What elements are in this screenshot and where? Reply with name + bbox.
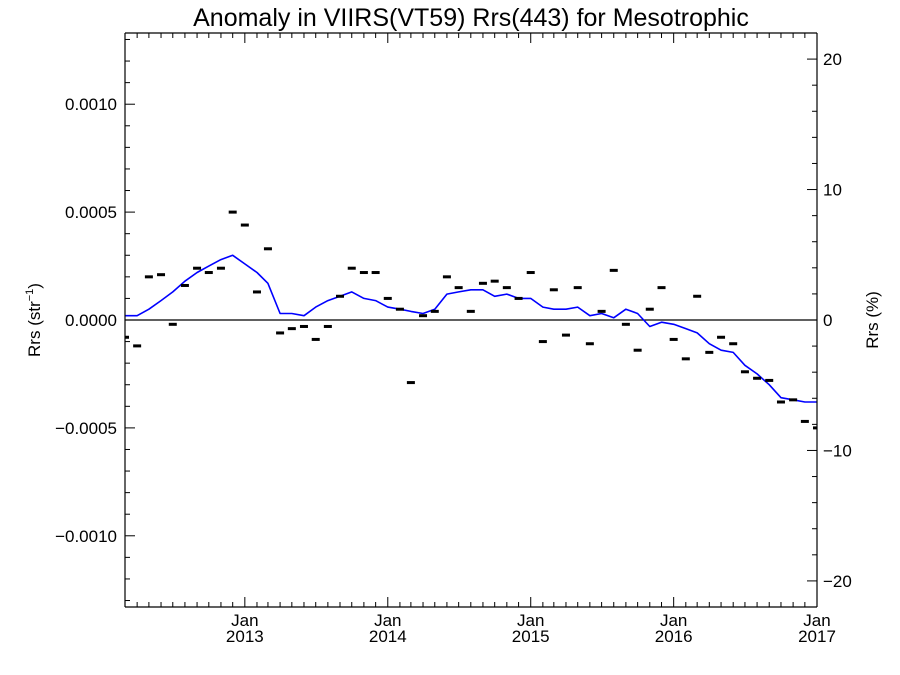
anomaly-marker: [240, 223, 249, 227]
anomaly-marker: [180, 283, 189, 287]
anomaly-marker: [490, 279, 499, 283]
anomaly-marker: [800, 419, 809, 423]
anomaly-marker: [323, 324, 332, 328]
anomaly-marker: [753, 376, 762, 380]
anomaly-marker: [645, 307, 654, 311]
running-mean-line: [125, 254, 817, 403]
right-tick-label: −10: [823, 441, 852, 460]
anomaly-marker: [717, 335, 726, 339]
left-tick-label: −0.0010: [55, 527, 117, 546]
left-tick-label: 0.0005: [65, 203, 117, 222]
anomaly-marker: [347, 266, 356, 270]
anomaly-marker: [502, 286, 511, 290]
right-axis-label: Rrs (%): [863, 291, 882, 349]
anomaly-marker: [193, 266, 202, 270]
anomaly-marker: [383, 296, 392, 300]
anomaly-marker: [430, 309, 439, 313]
anomaly-marker: [681, 357, 690, 361]
x-tick-label-month: Jan: [231, 611, 258, 630]
anomaly-marker: [125, 335, 129, 339]
anomaly-marker: [573, 286, 582, 290]
anomaly-marker: [549, 288, 558, 292]
anomaly-marker: [419, 314, 428, 318]
anomaly-marker: [466, 309, 475, 313]
left-tick-label: 0.0000: [65, 311, 117, 330]
anomaly-marker: [705, 350, 714, 354]
anomaly-marker: [168, 322, 177, 326]
right-tick-label: −20: [823, 572, 852, 591]
anomaly-marker: [478, 281, 487, 285]
anomaly-marker: [609, 268, 618, 272]
left-axis-label: Rrs (str−1): [24, 283, 44, 357]
anomaly-marker: [740, 370, 749, 374]
anomaly-marker: [514, 296, 523, 300]
anomaly-marker: [776, 400, 785, 404]
right-tick-label: 20: [823, 50, 842, 69]
chart-title: Anomaly in VIIRS(VT59) Rrs(443) for Meso…: [193, 4, 749, 32]
left-axis-label-close: ): [25, 283, 44, 289]
x-tick-label-year: 2016: [655, 627, 693, 646]
anomaly-marker: [311, 337, 320, 341]
anomaly-marker: [442, 275, 451, 279]
anomaly-marker: [157, 273, 166, 277]
anomaly-marker: [204, 271, 213, 275]
x-tick-label-year: 2013: [226, 627, 264, 646]
anomaly-marker: [693, 294, 702, 298]
x-tick-label-month: Jan: [374, 611, 401, 630]
anomaly-marker: [395, 307, 404, 311]
anomaly-marker: [144, 275, 153, 279]
tick-label-layer: 0.0010 0.0005 0.0000 −0.0005 −0.0010 20 10 0 −10…: [55, 50, 852, 646]
anomaly-marker: [133, 344, 142, 348]
marker-series-layer: [125, 210, 817, 430]
anomaly-marker: [454, 286, 463, 290]
anomaly-marker: [597, 309, 606, 313]
anomaly-marker: [299, 324, 308, 328]
anomaly-marker: [359, 271, 368, 275]
anomaly-marker: [287, 327, 296, 331]
anomaly-marker: [561, 333, 570, 337]
anomaly-marker: [789, 398, 798, 402]
anomaly-marker: [621, 322, 630, 326]
left-axis-label-base: Rrs (str: [25, 301, 44, 357]
tick-layer: [124, 32, 818, 608]
anomaly-marker: [765, 378, 774, 382]
x-tick-label-month: Jan: [660, 611, 687, 630]
anomaly-marker: [669, 337, 678, 341]
anomaly-marker: [813, 426, 817, 430]
anomaly-marker: [216, 266, 225, 270]
anomaly-marker: [406, 381, 415, 385]
x-tick-label-year: 2017: [798, 627, 836, 646]
anomaly-marker: [585, 342, 594, 346]
line-series-layer: [125, 254, 817, 403]
anomaly-marker: [336, 294, 345, 298]
anomaly-marker: [263, 247, 272, 251]
anomaly-marker: [657, 286, 666, 290]
anomaly-marker: [633, 348, 642, 352]
anomaly-marker: [526, 271, 535, 275]
right-tick-label: 0: [823, 311, 832, 330]
x-tick-label-year: 2014: [369, 627, 407, 646]
anomaly-marker: [538, 340, 547, 344]
anomaly-marker: [276, 331, 285, 335]
anomaly-marker: [729, 342, 738, 346]
anomaly-marker: [371, 271, 380, 275]
anomaly-marker: [228, 210, 237, 214]
anomaly-marker: [252, 290, 261, 294]
x-tick-label-year: 2015: [512, 627, 550, 646]
x-tick-label-month: Jan: [803, 611, 830, 630]
left-tick-label: 0.0010: [65, 95, 117, 114]
left-axis-label-superscript: −1: [24, 289, 36, 302]
x-tick-label-month: Jan: [517, 611, 544, 630]
left-tick-label: −0.0005: [55, 419, 117, 438]
right-tick-label: 10: [823, 181, 842, 200]
